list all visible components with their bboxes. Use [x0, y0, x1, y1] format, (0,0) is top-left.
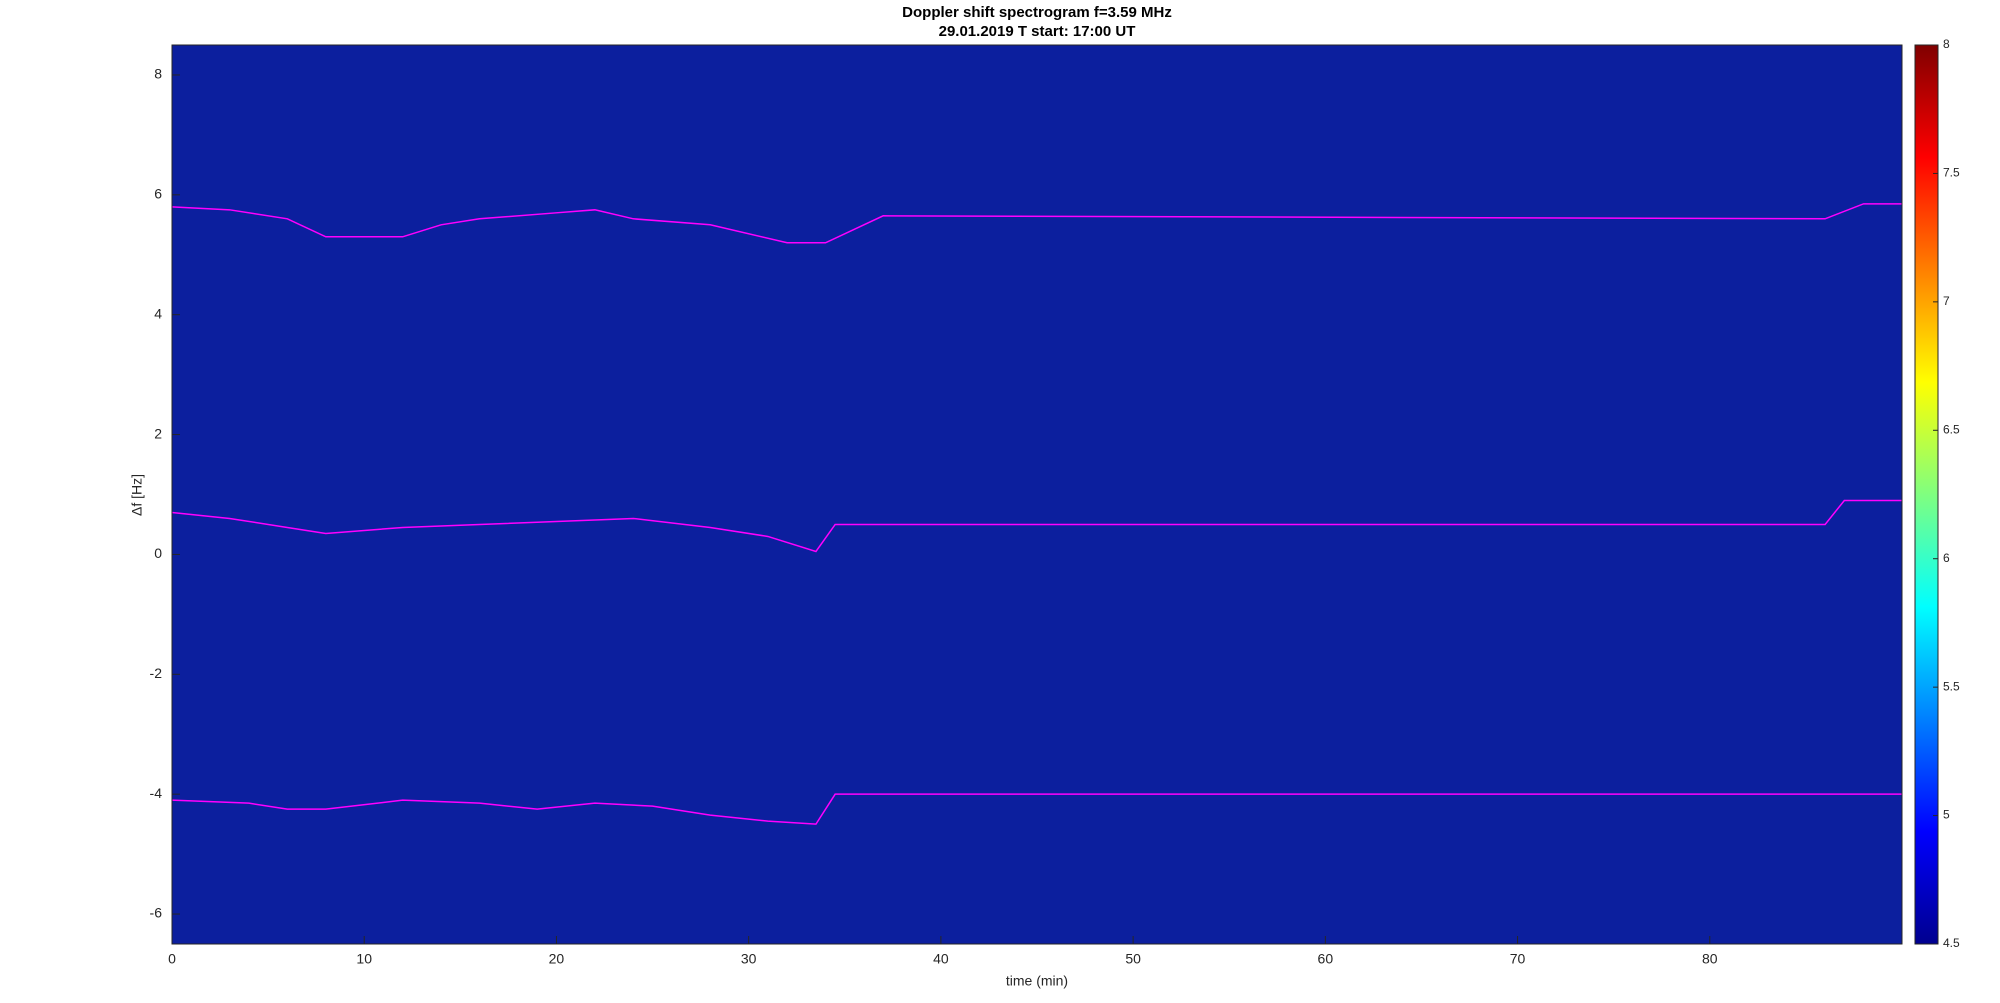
colorbar-tick-label: 6.5	[1943, 422, 1960, 436]
spectrogram-background	[172, 45, 1902, 944]
y-tick-label: 2	[154, 425, 162, 441]
y-axis-label: Δf [Hz]	[129, 474, 145, 516]
y-tick-label: 6	[154, 186, 162, 202]
x-tick-label: 40	[933, 951, 949, 967]
x-tick-label: 70	[1510, 951, 1526, 967]
y-tick-label: -4	[150, 785, 163, 801]
x-tick-label: 10	[356, 951, 372, 967]
colorbar-tick-label: 7	[1943, 294, 1950, 308]
colorbar-tick-label: 5.5	[1943, 679, 1960, 693]
x-tick-label: 30	[741, 951, 757, 967]
x-tick-label: 80	[1702, 951, 1718, 967]
colorbar-tick-label: 6	[1943, 551, 1950, 565]
y-tick-label: 0	[154, 545, 162, 561]
x-axis-label: time (min)	[1006, 973, 1068, 989]
trace-line	[171, 793, 1902, 825]
x-tick-label: 60	[1318, 951, 1334, 967]
chart-title: Doppler shift spectrogram f=3.59 MHz	[902, 4, 1172, 21]
x-tick-label: 20	[549, 951, 565, 967]
y-tick-label: 4	[154, 305, 162, 321]
y-tick-label: -2	[150, 665, 163, 681]
y-tick-label: 8	[154, 66, 162, 82]
colorbar-tick-label: 8	[1943, 37, 1950, 51]
colorbar	[1914, 44, 1939, 945]
colorbar-tick-label: 5	[1943, 808, 1950, 822]
y-tick-label: -6	[150, 905, 163, 921]
chart-subtitle: 29.01.2019 T start: 17:00 UT	[939, 23, 1136, 40]
x-tick-label: 0	[168, 951, 176, 967]
x-tick-label: 50	[1125, 951, 1141, 967]
colorbar-tick-label: 4.5	[1943, 936, 1960, 950]
colorbar-tick-label: 7.5	[1943, 166, 1960, 180]
plot-frame	[171, 44, 1903, 945]
trace-line	[171, 499, 1902, 553]
trace-line	[171, 203, 1902, 244]
